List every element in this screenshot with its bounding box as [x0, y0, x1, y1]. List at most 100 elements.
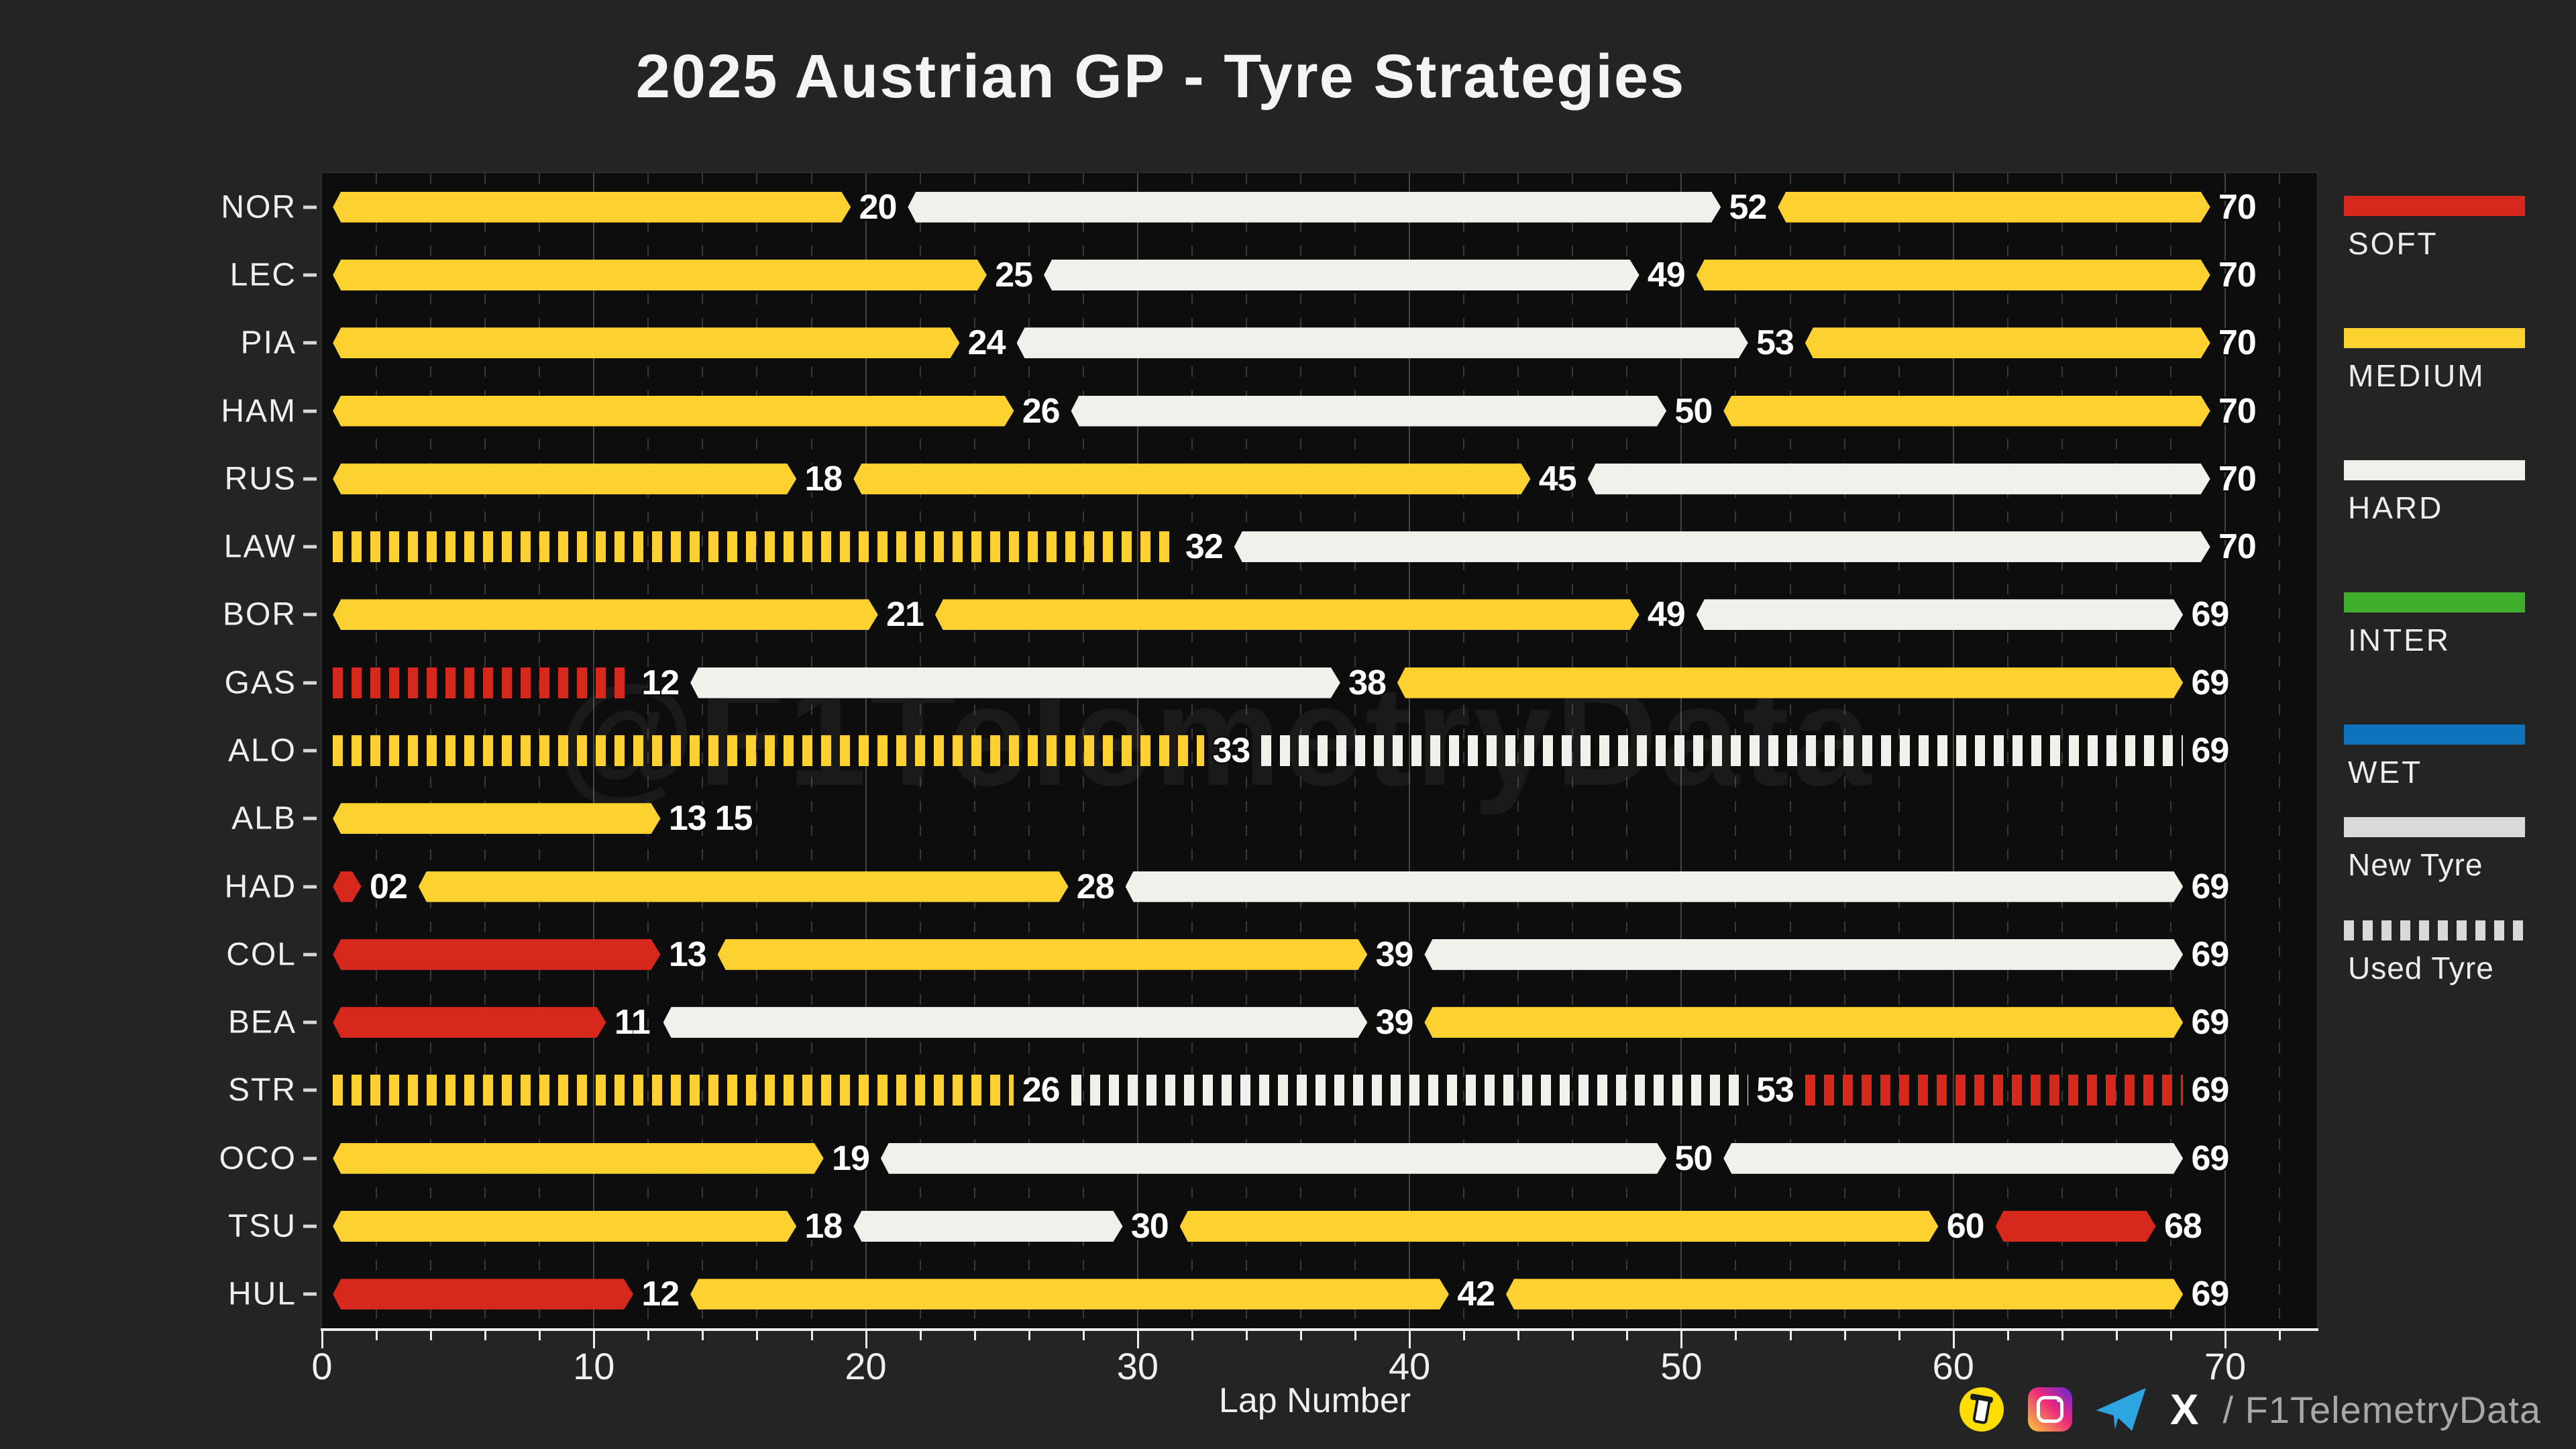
x-tick-major: [1136, 1331, 1139, 1348]
y-tick: [303, 1292, 317, 1296]
x-tick-minor: [376, 1331, 378, 1340]
stint-end-lap-label: 50: [1674, 391, 1713, 431]
y-tick: [303, 205, 317, 209]
driver-label-alb: ALB: [231, 800, 297, 837]
stint-end-lap-label: 70: [2218, 459, 2257, 498]
stint-end-lap-label: 18: [804, 459, 843, 498]
y-tick: [303, 681, 317, 685]
stint-bar-bor-3: [1697, 599, 2183, 630]
x-tick-minor: [919, 1331, 922, 1340]
stint-bar-str-2: [1071, 1075, 1748, 1106]
x-tick-minor: [1191, 1331, 1193, 1340]
stint-bar-bea-2: [663, 1007, 1368, 1038]
stint-end-lap-label: 38: [1348, 663, 1387, 702]
stint-end-lap-label: 68: [2163, 1207, 2202, 1246]
legend-label-inter: INTER: [2348, 623, 2451, 657]
stint-bar-nor-1: [333, 192, 851, 223]
x-tick-minor: [2115, 1331, 2118, 1340]
driver-label-had: HAD: [224, 869, 297, 905]
stint-end-lap-label: 26: [1022, 391, 1061, 431]
legend-label-used-tyre: Used Tyre: [2348, 951, 2494, 985]
x-tick-minor: [702, 1331, 704, 1340]
stint-end-lap-label: 12: [641, 1275, 680, 1314]
telegram-icon[interactable]: [2096, 1388, 2146, 1431]
stint-end-lap-label: 52: [1729, 187, 1767, 227]
stint-bar-gas-1: [333, 667, 634, 698]
stint-end-lap-label: 24: [967, 323, 1006, 363]
stint-bar-tsu-2: [853, 1211, 1122, 1242]
instagram-frame: [2036, 1396, 2063, 1423]
stint-end-lap-label: 69: [2191, 1003, 2229, 1042]
legend-swatch-wet: [2344, 724, 2525, 745]
driver-label-alo: ALO: [227, 733, 297, 769]
stint-bar-tsu-3: [1180, 1211, 1939, 1242]
x-icon[interactable]: X: [2169, 1385, 2199, 1434]
y-tick: [303, 816, 317, 820]
x-tick-minor: [1082, 1331, 1085, 1340]
stint-bar-pia-1: [333, 327, 959, 358]
legend-label-hard: HARD: [2348, 490, 2444, 525]
legend-swatch-used-tyre: [2344, 920, 2525, 941]
stint-end-lap-label: 70: [2218, 527, 2257, 567]
x-tick-minor: [1517, 1331, 1520, 1340]
stint-end-lap-label: 39: [1375, 1003, 1414, 1042]
buymeacoffee-icon[interactable]: [1959, 1387, 2004, 1432]
stint-end-lap-label: 32: [1185, 527, 1224, 567]
stint-end-lap-label: 19: [832, 1138, 870, 1178]
driver-label-ham: HAM: [221, 393, 297, 429]
stint-bar-tsu-1: [333, 1211, 796, 1242]
driver-label-lec: LEC: [229, 257, 297, 293]
x-tick-minor: [2279, 1331, 2282, 1340]
x-tick-label-30: 30: [1116, 1345, 1159, 1387]
driver-label-oco: OCO: [219, 1140, 297, 1177]
legend-swatch-inter: [2344, 592, 2525, 612]
legend: SOFT MEDIUM HARD INTER WET New Tyre Used Tyre: [2344, 0, 2576, 1449]
x-tick-minor: [2169, 1331, 2172, 1340]
instagram-icon[interactable]: [2027, 1387, 2072, 1432]
x-tick-label-10: 10: [573, 1345, 615, 1387]
x-tick-minor: [1735, 1331, 1737, 1340]
legend-swatch-hard: [2344, 460, 2525, 480]
x-tick-major: [1409, 1331, 1411, 1348]
x-tick-minor: [1245, 1331, 1248, 1340]
coffee-cup: [1972, 1397, 1991, 1425]
stint-end-lap-label: 20: [859, 187, 898, 227]
legend-swatch-soft: [2344, 196, 2525, 216]
legend-label-wet: WET: [2348, 755, 2423, 790]
driver-label-gas: GAS: [224, 665, 297, 701]
stint-bar-lec-3: [1697, 260, 2210, 290]
stint-bar-pia-2: [1017, 327, 1748, 358]
stint-end-lap-label: 69: [2191, 934, 2229, 974]
legend-label-new-tyre: New Tyre: [2348, 847, 2483, 882]
stint-bar-lec-1: [333, 260, 987, 290]
stint-end-lap-label: 60: [1946, 1207, 1985, 1246]
x-tick-minor: [647, 1331, 650, 1340]
x-tick-major: [593, 1331, 596, 1348]
gridline-minor: [2279, 173, 2281, 1328]
driver-label-nor: NOR: [221, 189, 297, 225]
y-tick: [303, 885, 317, 889]
stint-bar-pia-3: [1805, 327, 2210, 358]
stint-end-lap-label: 18: [804, 1207, 843, 1246]
y-tick: [303, 341, 317, 345]
x-tick-major: [865, 1331, 867, 1348]
x-tick-minor: [2061, 1331, 2063, 1340]
x-tick-minor: [756, 1331, 759, 1340]
footer: X / F1TelemetryData: [1959, 1385, 2541, 1434]
stint-bar-alo-1: [333, 735, 1205, 766]
stint-bar-hul-1: [333, 1279, 633, 1309]
stint-bar-str-3: [1805, 1075, 2184, 1106]
y-tick: [303, 477, 317, 481]
stint-end-lap-label: 50: [1674, 1138, 1713, 1178]
driver-label-col: COL: [226, 936, 297, 973]
x-axis-label: Lap Number: [1218, 1381, 1411, 1420]
x-tick-label-50: 50: [1660, 1345, 1703, 1387]
driver-label-tsu: TSU: [228, 1208, 297, 1244]
driver-label-bea: BEA: [227, 1004, 297, 1040]
x-tick-major: [321, 1331, 323, 1348]
legend-label-medium: MEDIUM: [2348, 358, 2485, 393]
stint-bar-gas-2: [690, 667, 1340, 698]
stint-end-lap-label: 70: [2218, 255, 2257, 294]
stint-bar-hul-3: [1506, 1279, 2183, 1309]
